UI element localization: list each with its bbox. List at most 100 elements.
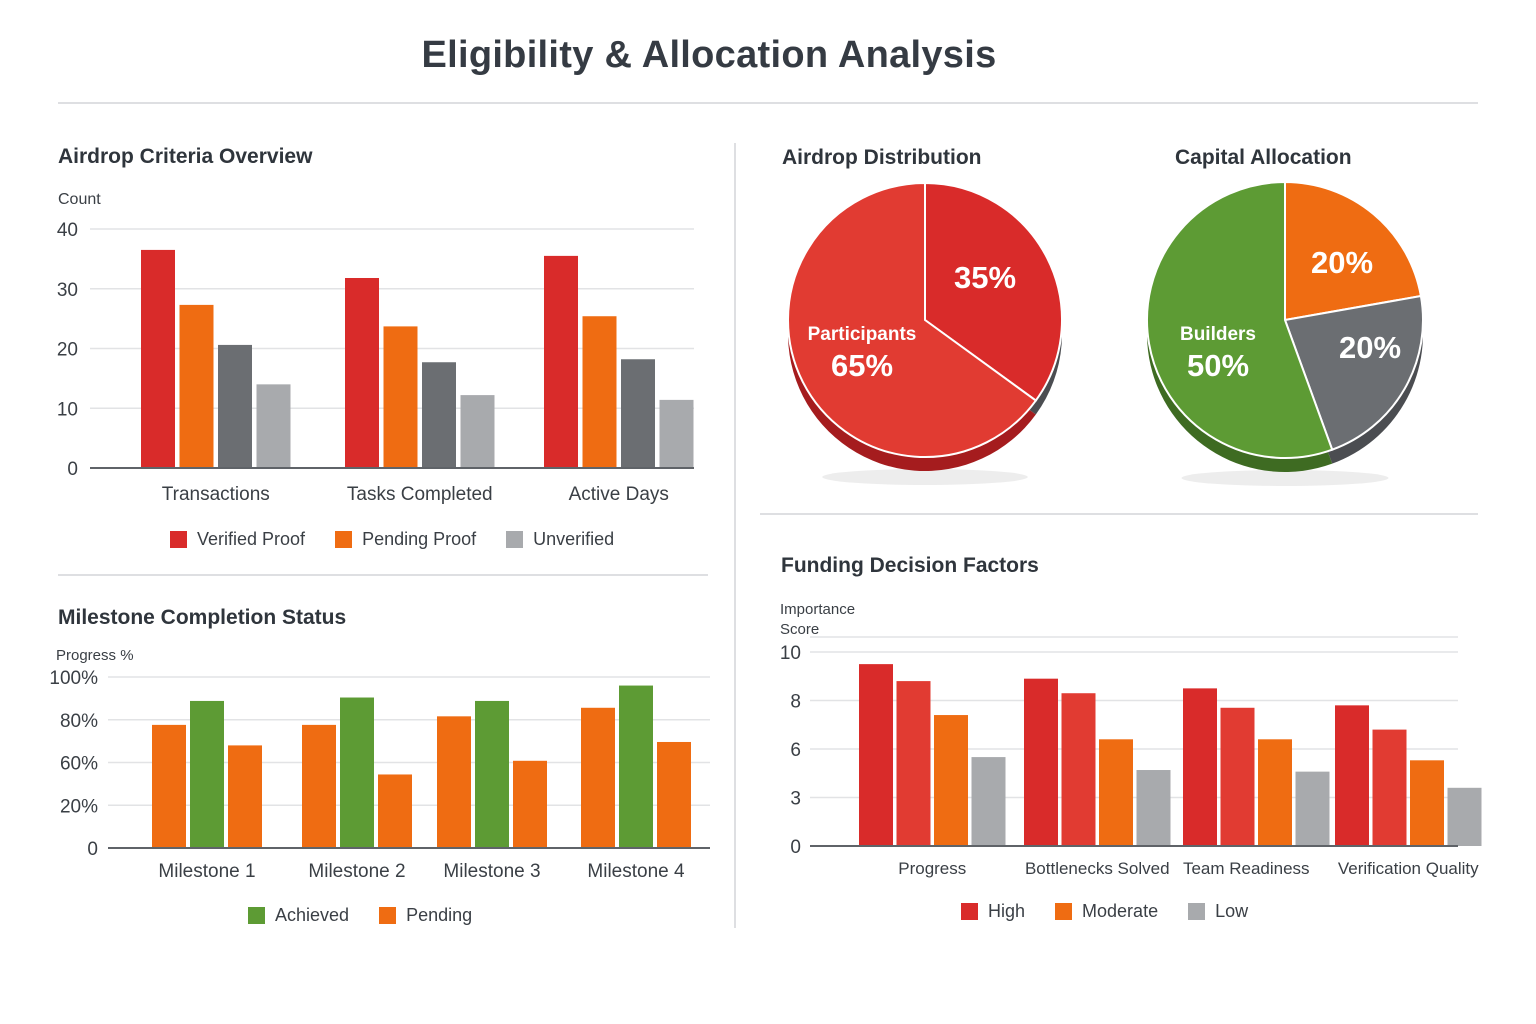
legend-swatch (506, 531, 524, 548)
airdrop-distribution-slice (924, 181, 1063, 402)
capital-allocation-slice (1146, 180, 1334, 459)
left-section-divider (58, 574, 708, 576)
funding-legend: High Moderate Low (961, 901, 1248, 922)
airdrop-criteria-bar (621, 359, 655, 468)
funding-factors-bar (1136, 770, 1171, 846)
milestone-status-bar (340, 697, 374, 848)
airdrop-criteria-bar (582, 316, 617, 468)
milestone-chart-title: Milestone Completion Status (58, 606, 347, 629)
funding-factors-bar (1335, 705, 1369, 846)
legend-swatch (248, 907, 265, 924)
milestone-status-y-tick-label: 20% (60, 796, 98, 817)
funding-factors-bar (1183, 688, 1217, 846)
milestone-status-bar (657, 741, 691, 848)
legend-item: Pending Proof (335, 529, 476, 550)
funding-factors-bar (934, 715, 968, 846)
funding-factors-x-tick-label: Team Readiness (1183, 859, 1310, 878)
distribution-chart-title: Airdrop Distribution (782, 146, 982, 169)
legend-swatch (961, 903, 978, 920)
milestone-status-bar (378, 774, 412, 848)
funding-factors-y-tick-label: 6 (790, 740, 801, 761)
funding-factors-bar (1372, 729, 1407, 846)
airdrop-criteria-y-tick-label: 20 (57, 340, 78, 361)
capital-allocation-slice-value: 20% (1311, 245, 1373, 280)
funding-y-axis-title: Importance Score (780, 601, 856, 638)
title-divider (58, 102, 1478, 104)
airdrop-criteria-x-tick-label: Active Days (569, 484, 669, 505)
milestone-status-x-tick-label: Milestone 1 (158, 861, 255, 882)
funding-factors-y-tick-label: 0 (790, 837, 801, 858)
milestone-status-bar (190, 700, 224, 848)
legend-label: Pending (406, 905, 473, 925)
capital-allocation-shadow (1181, 470, 1389, 486)
criteria-chart-title: Airdrop Criteria Overview (58, 145, 313, 168)
funding-factors-y-tick-label: 3 (790, 789, 801, 810)
legend-label: Low (1215, 901, 1249, 921)
milestone-status-bar (513, 760, 547, 848)
legend-item: Pending (379, 905, 472, 926)
capital-allocation-slice (1283, 294, 1424, 451)
capital-allocation-slice-value: 50% (1187, 348, 1249, 383)
airdrop-criteria-bar (383, 326, 418, 468)
milestone-status-bar (302, 724, 336, 848)
capital-chart-title: Capital Allocation (1175, 146, 1352, 169)
airdrop-criteria-bar (422, 362, 456, 468)
airdrop-distribution-slice-label: Participants (808, 324, 917, 345)
airdrop-criteria-x-tick-label: Tasks Completed (347, 484, 493, 505)
funding-factors-bar (1295, 771, 1330, 846)
milestone-status-y-tick-label: 0 (87, 839, 98, 860)
legend-item: High (961, 901, 1025, 922)
capital-allocation-slice-label: Builders (1180, 324, 1256, 345)
funding-chart-title: Funding Decision Factors (781, 554, 1039, 577)
airdrop-criteria-bar (345, 277, 379, 468)
criteria-legend: Verified Proof Pending Proof Unverified (170, 529, 614, 550)
milestone-status-bar (475, 700, 509, 848)
legend-label: Moderate (1082, 901, 1159, 921)
airdrop-criteria-y-tick-label: 0 (67, 459, 78, 480)
funding-factors-y-tick-label: 10 (780, 643, 801, 664)
legend-item: Verified Proof (170, 529, 305, 550)
funding-factors-bar (1447, 787, 1482, 846)
funding-factors-y-tick-label: 8 (790, 692, 801, 713)
funding-factors-bar (896, 681, 931, 846)
milestone-status-y-tick-label: 100% (49, 668, 98, 689)
capital-allocation-slice-value: 20% (1339, 330, 1401, 365)
legend-item: Achieved (248, 905, 349, 926)
legend-swatch (335, 531, 353, 548)
legend-swatch (170, 531, 187, 548)
milestone-status-bar (437, 716, 471, 848)
funding-factors-x-tick-label: Bottlenecks Solved (1025, 859, 1170, 878)
milestone-status-bar (619, 685, 653, 848)
airdrop-criteria-y-tick-label: 10 (57, 399, 78, 420)
legend-label: Achieved (275, 905, 350, 925)
airdrop-criteria-y-tick-label: 30 (57, 280, 78, 301)
airdrop-criteria-bar (544, 255, 578, 468)
airdrop-criteria-bar (659, 399, 694, 468)
funding-factors-bar (971, 757, 1006, 846)
funding-factors-bar (1061, 693, 1096, 846)
capital-allocation-slice (1284, 180, 1423, 322)
legend-label: Unverified (533, 529, 615, 549)
legend-swatch (1055, 903, 1073, 920)
airdrop-distribution-slice-value: 35% (954, 260, 1016, 295)
milestone-status-bar (228, 745, 262, 848)
milestone-status-y-tick-label: 60% (60, 754, 98, 775)
airdrop-distribution-slice (787, 181, 1038, 458)
legend-label: Verified Proof (197, 529, 306, 549)
milestone-status-bar (152, 724, 186, 848)
milestone-status-x-tick-label: Milestone 2 (308, 861, 405, 882)
page-title: Eligibility & Allocation Analysis (421, 34, 997, 76)
airdrop-distribution-shadow (822, 469, 1028, 485)
airdrop-criteria-bar (460, 395, 495, 468)
airdrop-criteria-bar (256, 384, 291, 468)
legend-swatch (1188, 903, 1206, 920)
funding-factors-x-tick-label: Verification Quality (1338, 859, 1479, 878)
airdrop-criteria-bar (179, 304, 214, 468)
airdrop-criteria-x-tick-label: Transactions (162, 484, 270, 505)
milestone-y-axis-title: Progress % (56, 647, 134, 664)
funding-factors-bar (1220, 707, 1255, 846)
milestone-status-x-tick-label: Milestone 3 (443, 861, 540, 882)
criteria-y-axis-title: Count (58, 191, 101, 208)
legend-item: Unverified (506, 529, 614, 550)
